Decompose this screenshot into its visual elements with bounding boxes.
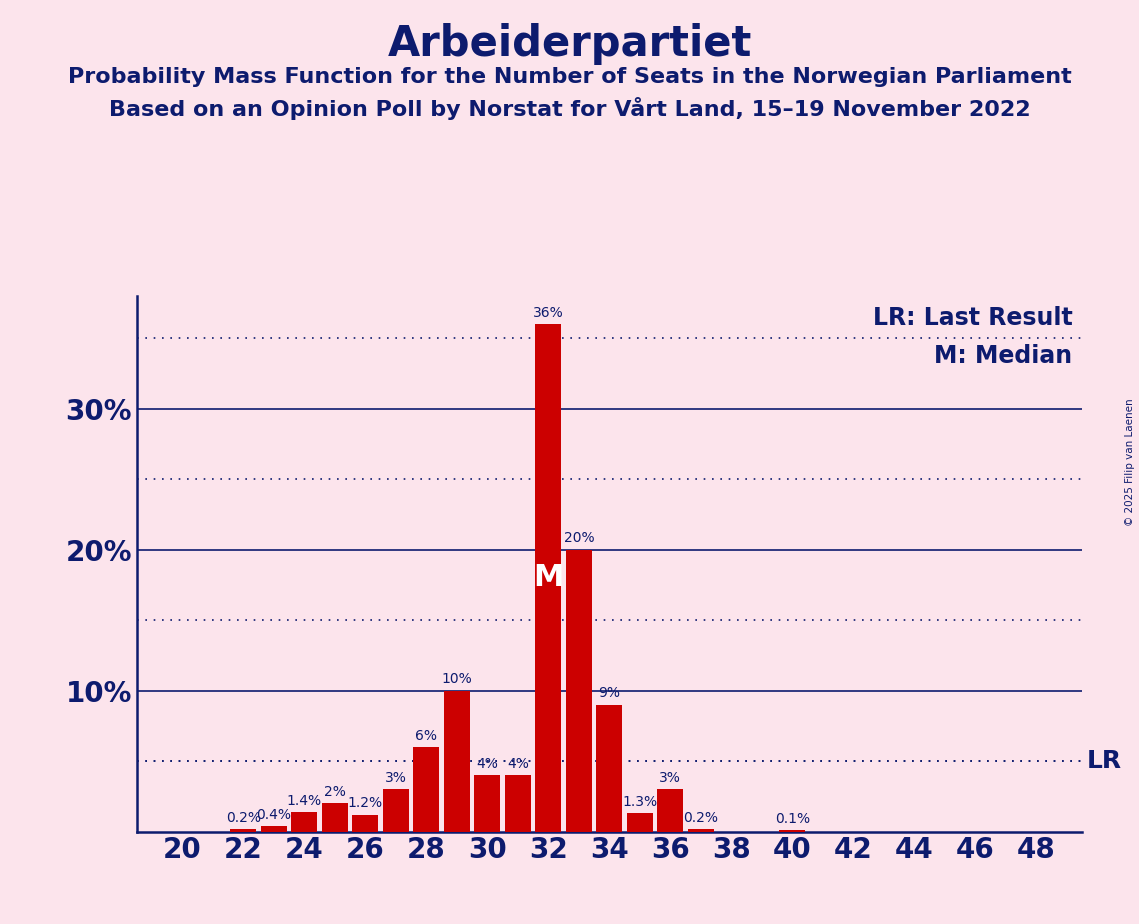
Text: © 2025 Filip van Laenen: © 2025 Filip van Laenen (1125, 398, 1134, 526)
Bar (413, 747, 440, 832)
Bar (444, 690, 470, 832)
Text: 2%: 2% (323, 785, 346, 799)
Text: 3%: 3% (385, 771, 407, 785)
Text: 0.2%: 0.2% (683, 810, 719, 824)
Text: 20%: 20% (564, 531, 595, 545)
Bar (535, 324, 562, 832)
Bar (383, 789, 409, 832)
Bar (657, 789, 683, 832)
Bar (322, 803, 347, 832)
Bar (688, 829, 714, 832)
Text: 3%: 3% (659, 771, 681, 785)
Text: Arbeiderpartiet: Arbeiderpartiet (387, 23, 752, 65)
Text: 1.4%: 1.4% (287, 794, 322, 808)
Text: Probability Mass Function for the Number of Seats in the Norwegian Parliament: Probability Mass Function for the Number… (67, 67, 1072, 87)
Text: 6%: 6% (416, 729, 437, 743)
Bar (230, 829, 256, 832)
Text: Based on an Opinion Poll by Norstat for Vårt Land, 15–19 November 2022: Based on an Opinion Poll by Norstat for … (108, 97, 1031, 120)
Bar (505, 775, 531, 832)
Text: 0.1%: 0.1% (775, 812, 810, 826)
Text: M: M (533, 564, 564, 592)
Text: M: Median: M: Median (934, 344, 1073, 368)
Bar (292, 812, 318, 832)
Bar (566, 550, 592, 832)
Text: 4%: 4% (476, 757, 499, 771)
Text: 36%: 36% (533, 306, 564, 320)
Bar (626, 813, 653, 832)
Text: 0.2%: 0.2% (226, 810, 261, 824)
Bar (779, 830, 805, 832)
Bar (475, 775, 500, 832)
Text: 10%: 10% (442, 673, 473, 687)
Text: 4%: 4% (507, 757, 528, 771)
Text: LR: Last Result: LR: Last Result (872, 307, 1073, 331)
Text: 1.2%: 1.2% (347, 796, 383, 810)
Bar (352, 815, 378, 832)
Text: 9%: 9% (598, 687, 621, 700)
Text: 1.3%: 1.3% (622, 795, 657, 809)
Bar (597, 705, 622, 832)
Text: 0.4%: 0.4% (256, 808, 292, 821)
Text: LR: LR (1087, 749, 1122, 773)
Bar (261, 826, 287, 832)
